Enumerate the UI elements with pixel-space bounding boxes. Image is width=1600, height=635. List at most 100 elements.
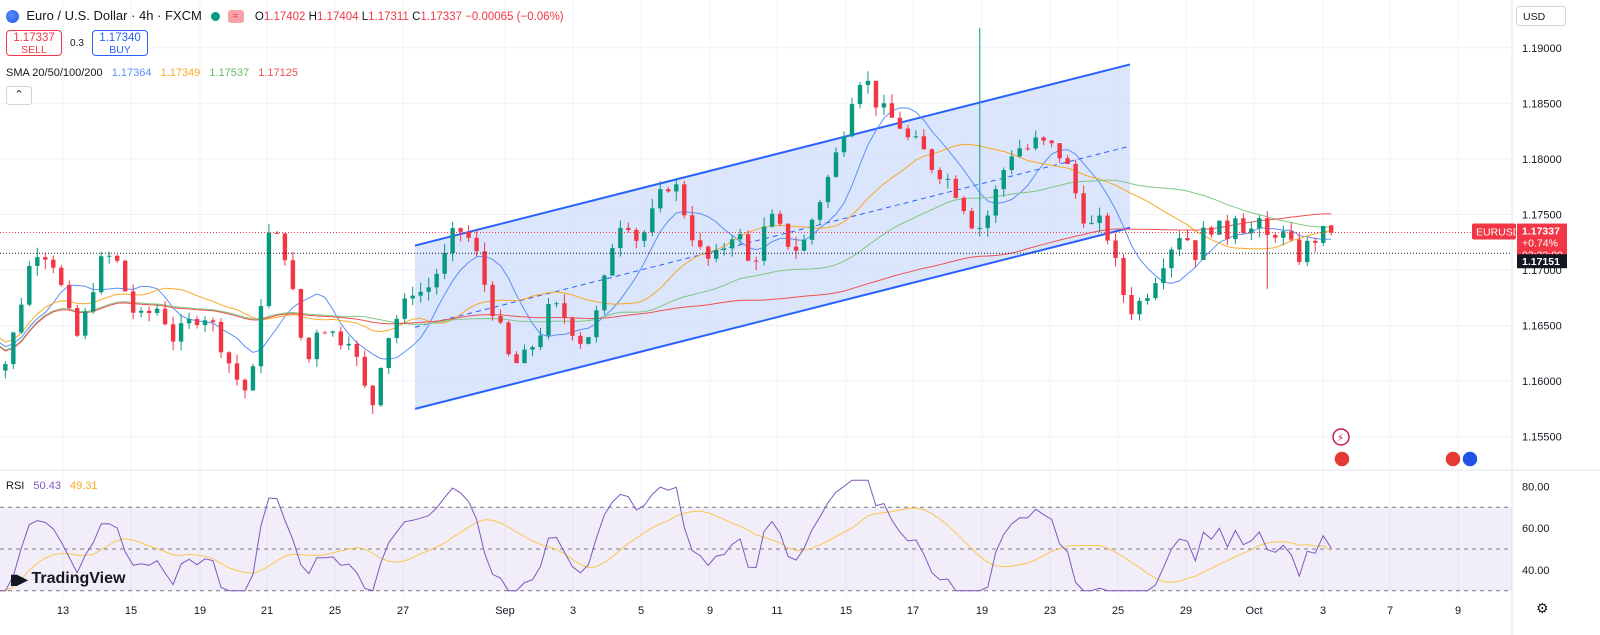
candle-body [1097, 215, 1102, 223]
low-value: 1.17311 [368, 11, 409, 23]
sma100-line [0, 179, 1332, 351]
sma20-value: 1.17364 [111, 67, 152, 79]
candle-body [610, 248, 615, 276]
candle-body [1041, 137, 1046, 141]
price-tick-label: 1.15500 [1522, 432, 1562, 444]
candle-body [418, 291, 423, 296]
candle-body [849, 104, 855, 137]
candle-body [785, 223, 791, 247]
price-axis[interactable]: 1.190001.185001.180001.175001.170001.165… [1472, 43, 1567, 444]
candle-body [402, 298, 407, 319]
buy-button[interactable]: 1.17340 BUY [92, 30, 148, 56]
candle-body [322, 332, 328, 334]
currency-button[interactable]: USD [1516, 6, 1566, 26]
time-tick-label: 5 [638, 605, 644, 617]
sell-button[interactable]: 1.17337 SELL [6, 30, 62, 56]
candle-body [1265, 218, 1270, 236]
candle-body [258, 306, 264, 367]
channel-upper-line[interactable] [414, 63, 1131, 247]
time-tick-label: 7 [1387, 605, 1393, 617]
lightning-icon[interactable] [1332, 428, 1350, 446]
candle-body [346, 343, 352, 346]
candle-body [450, 228, 455, 253]
candle-body [35, 257, 40, 266]
spread-value: 0.3 [70, 37, 84, 49]
candle-body [761, 226, 767, 261]
lightning-glyph: ⚡ [1337, 433, 1344, 444]
candle-body [106, 255, 112, 257]
rsi-label: RSI [6, 480, 25, 492]
chevron-up-icon: ⌃ [14, 89, 24, 101]
candle-body [490, 284, 495, 317]
time-tick-label: 23 [1044, 605, 1056, 617]
candle-body [801, 239, 807, 251]
time-tick-label: 15 [125, 605, 137, 617]
wave-icon[interactable]: ≈ [227, 10, 244, 24]
candle-body [170, 324, 176, 342]
candle-body [1145, 298, 1150, 301]
candle-body [594, 310, 599, 338]
candle-body [953, 178, 959, 198]
open-label: O [254, 11, 264, 23]
candle-body [99, 256, 104, 293]
event-icons[interactable]: ⚡ [1332, 428, 1479, 468]
candle-body [154, 308, 160, 314]
rsi-ma-line [0, 507, 1332, 592]
sma50-value: 1.17349 [160, 67, 201, 79]
collapse-legend-button[interactable]: ⌃ [6, 86, 32, 105]
change-value: −0.00065 (−0.06%) [465, 11, 564, 23]
tv-logo-icon: ▮▶ [10, 570, 28, 587]
candle-body [43, 257, 48, 260]
candle-body [162, 308, 168, 325]
price-tick-label: 1.16500 [1522, 321, 1562, 333]
candle-body [1225, 220, 1230, 240]
time-tick-label: 11 [771, 605, 782, 617]
price-tick-label: 1.19000 [1522, 43, 1562, 55]
candle-body [1001, 169, 1006, 190]
time-tick-label: 13 [57, 605, 69, 617]
us-flag-icon[interactable] [1444, 450, 1462, 468]
candle-body [825, 176, 831, 203]
us-flag-icon[interactable] [1333, 450, 1351, 468]
channel-mid-line[interactable] [414, 145, 1131, 328]
candle-body [282, 233, 288, 261]
candle-body [961, 197, 966, 211]
channel-lower-line[interactable] [414, 226, 1131, 410]
candle-body [138, 310, 144, 313]
regression-channel[interactable] [414, 63, 1131, 410]
rsi-line [0, 479, 1332, 592]
tradingview-logo[interactable]: ▮▶ TradingView [10, 570, 125, 588]
candle-body [67, 284, 72, 308]
close-value: 1.17337 [420, 11, 462, 23]
candle-body [298, 289, 304, 338]
candle-body [674, 184, 679, 192]
time-tick-label: 29 [1180, 605, 1192, 617]
candle-body [146, 310, 152, 314]
rsi-legend[interactable]: RSI 50.43 49.31 [6, 480, 104, 492]
candle-body [1073, 163, 1078, 194]
rsi-ma-value: 49.31 [70, 480, 98, 492]
candle-body [194, 319, 200, 325]
time-axis[interactable]: 13 15 19 21 25 27 Sep 3 5 9 11 15 17 19 23 25 29 Oct 3 7 9 [57, 605, 1461, 617]
candle-body [993, 189, 998, 216]
candle-body [554, 303, 559, 305]
sell-label: SELL [21, 44, 47, 56]
sma-legend[interactable]: SMA 20/50/100/200 1.17364 1.17349 1.1753… [6, 67, 304, 79]
candle-body [1153, 283, 1158, 299]
candle-body [618, 227, 623, 249]
market-open-icon[interactable] [211, 12, 221, 22]
candle-body [1081, 193, 1086, 224]
candle-body [1297, 239, 1302, 263]
candle-body [873, 80, 879, 108]
candle-body [977, 227, 982, 229]
symbol-title[interactable]: Euro / U.S. Dollar · 4h · FXCM [26, 8, 202, 23]
candle-body [1289, 231, 1294, 240]
candle-body [841, 136, 847, 153]
candle-body [114, 255, 120, 261]
settings-gear-icon[interactable]: ⚙ [1536, 600, 1549, 616]
candle-body [274, 232, 280, 234]
time-tick-label: 3 [570, 605, 576, 617]
candle-body [769, 213, 775, 227]
eu-flag-icon[interactable] [1461, 450, 1479, 468]
